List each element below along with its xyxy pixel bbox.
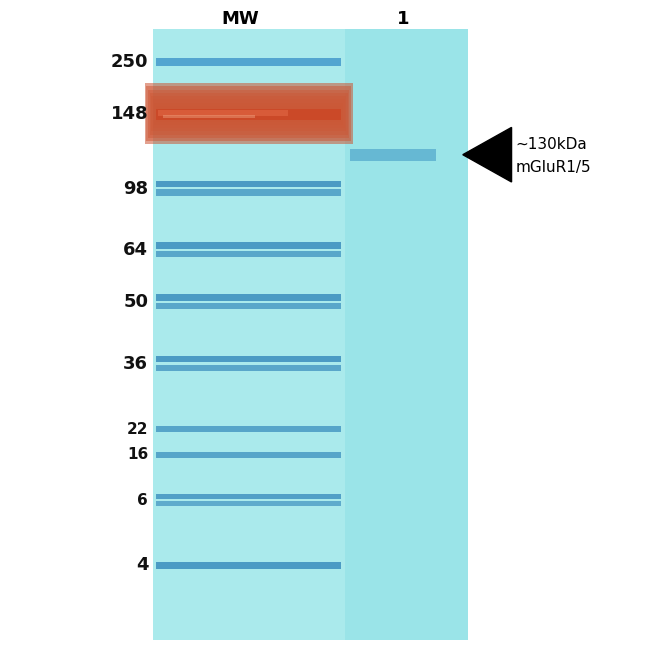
Bar [344, 29, 468, 640]
Text: 148: 148 [111, 105, 148, 123]
Text: 64: 64 [124, 241, 148, 259]
Bar [158, 110, 287, 116]
Bar [156, 501, 341, 506]
Text: 22: 22 [127, 421, 148, 437]
Bar [156, 294, 341, 301]
Bar [144, 83, 352, 144]
Bar [156, 494, 341, 499]
Bar [156, 452, 341, 458]
Text: 1: 1 [396, 10, 410, 29]
Bar [153, 99, 344, 128]
Bar [153, 29, 344, 640]
Bar [156, 106, 341, 122]
Bar [162, 115, 255, 118]
Bar [156, 181, 341, 187]
Text: ~130kDa: ~130kDa [515, 136, 587, 152]
Text: 98: 98 [123, 179, 148, 198]
Text: MW: MW [222, 10, 259, 29]
Bar [156, 426, 341, 432]
Bar [148, 90, 350, 138]
Bar [350, 149, 436, 161]
Text: 50: 50 [124, 293, 148, 311]
Bar [156, 303, 341, 309]
Bar [156, 189, 341, 196]
Bar [156, 58, 341, 66]
Polygon shape [463, 127, 512, 182]
Bar [156, 251, 341, 257]
Text: 6: 6 [137, 493, 148, 508]
Text: 16: 16 [127, 447, 148, 463]
Bar [156, 109, 341, 120]
Text: 36: 36 [124, 355, 148, 373]
Bar [156, 562, 341, 569]
Bar [155, 103, 343, 125]
Bar [156, 356, 341, 363]
Bar [146, 86, 351, 141]
Text: 250: 250 [111, 53, 148, 71]
Bar [156, 242, 341, 249]
Text: mGluR1/5: mGluR1/5 [515, 160, 591, 176]
Bar [156, 365, 341, 371]
Bar [150, 93, 348, 135]
Bar [151, 96, 346, 131]
Text: 4: 4 [136, 556, 148, 575]
